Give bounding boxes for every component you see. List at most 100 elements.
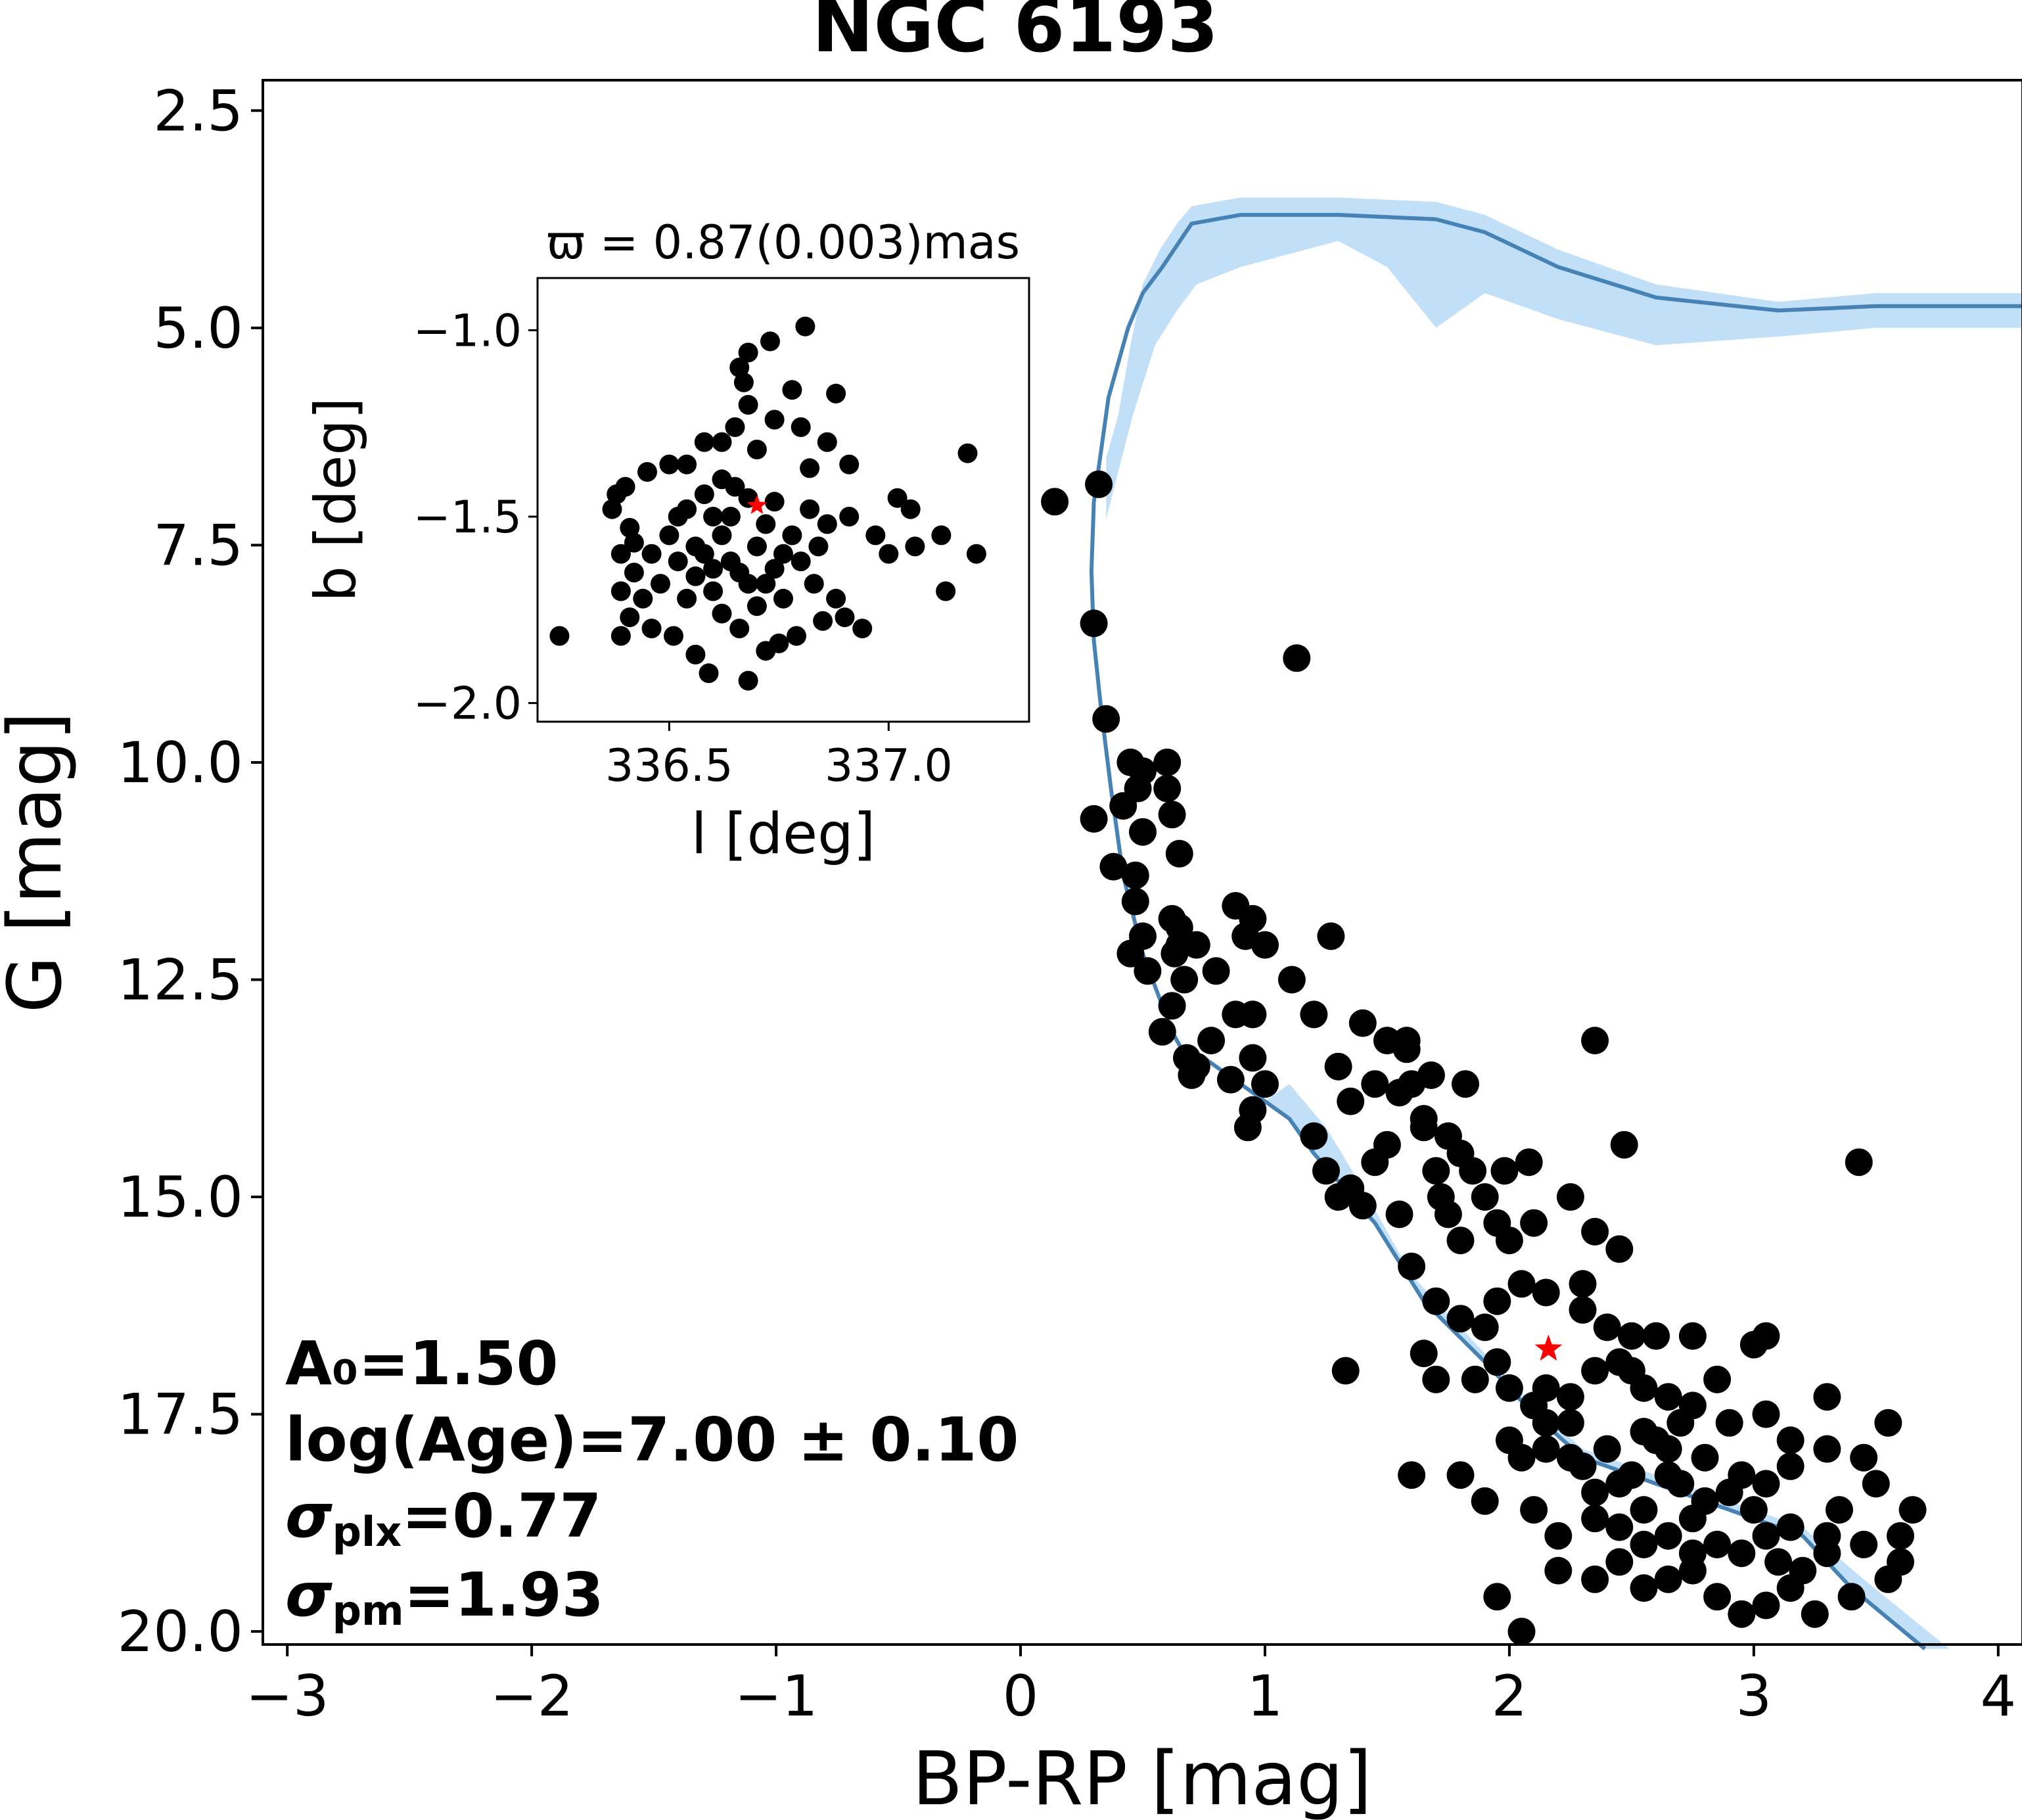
member-star-point bbox=[1277, 966, 1306, 994]
member-star-point bbox=[1507, 1618, 1536, 1646]
x-tick-label: 3 bbox=[1736, 1664, 1772, 1729]
member-star-point bbox=[1739, 1496, 1768, 1524]
member-star-point bbox=[1446, 1305, 1475, 1333]
sky-member-point bbox=[936, 581, 956, 601]
member-star-point bbox=[1752, 1522, 1780, 1550]
member-star-point bbox=[1158, 801, 1186, 829]
sigma-plx-subscript: plx bbox=[333, 1508, 402, 1556]
sky-member-point bbox=[703, 559, 724, 579]
inset-y-tick-label: −1.5 bbox=[413, 492, 522, 544]
member-star-point bbox=[1373, 1131, 1401, 1159]
sky-member-point bbox=[664, 626, 683, 646]
sky-member-point bbox=[712, 603, 732, 624]
sky-member-point bbox=[610, 544, 631, 564]
y-tick-label: 2.5 bbox=[153, 78, 243, 144]
sky-member-point bbox=[760, 331, 780, 352]
member-star-point bbox=[1239, 1044, 1267, 1072]
member-star-point bbox=[1605, 1513, 1634, 1541]
x-tick-label: 1 bbox=[1247, 1664, 1283, 1729]
member-star-point bbox=[1556, 1183, 1584, 1211]
member-star-point bbox=[1182, 931, 1210, 959]
member-star-point bbox=[1581, 1217, 1609, 1246]
chart-title: NGC 6193 bbox=[812, 0, 1219, 69]
sky-member-point bbox=[720, 507, 741, 526]
member-star-point bbox=[1422, 1157, 1450, 1185]
sky-member-point bbox=[677, 454, 697, 475]
sky-member-point bbox=[703, 507, 724, 526]
sky-member-point bbox=[769, 633, 789, 653]
y-tick-label: 15.0 bbox=[118, 1165, 243, 1230]
member-star-point bbox=[1887, 1548, 1914, 1576]
sky-member-point bbox=[685, 644, 706, 665]
member-star-point bbox=[1887, 1522, 1914, 1550]
inset-x-axis-label: l [deg] bbox=[691, 801, 875, 867]
sky-member-point bbox=[791, 417, 811, 437]
member-star-point bbox=[1324, 1052, 1352, 1081]
member-star-point bbox=[1422, 1287, 1450, 1315]
sky-member-point bbox=[694, 432, 714, 452]
member-star-point bbox=[1666, 1409, 1695, 1437]
member-star-point bbox=[1703, 1530, 1732, 1558]
member-star-point bbox=[1898, 1496, 1927, 1524]
member-star-point bbox=[1471, 1487, 1499, 1515]
member-star-point bbox=[1361, 1070, 1389, 1098]
member-star-point bbox=[1654, 1522, 1682, 1550]
inset-plot-area bbox=[549, 316, 986, 691]
member-star-point bbox=[1170, 966, 1199, 994]
sky-member-point bbox=[699, 663, 719, 684]
member-star-point bbox=[1121, 887, 1149, 916]
sky-member-point bbox=[725, 417, 745, 437]
member-star-point bbox=[1300, 1122, 1328, 1150]
member-star-point bbox=[1348, 1009, 1377, 1037]
member-star-point bbox=[1532, 1435, 1560, 1463]
main-axes-frame bbox=[262, 79, 2022, 1646]
sky-member-point bbox=[620, 518, 640, 538]
member-star-point bbox=[1691, 1443, 1719, 1472]
y-tick-label: 17.5 bbox=[118, 1382, 243, 1448]
sky-member-point bbox=[712, 525, 732, 546]
sky-member-point bbox=[668, 551, 688, 572]
member-star-point bbox=[1569, 1295, 1597, 1324]
member-star-point bbox=[1129, 818, 1157, 846]
member-star-point bbox=[1556, 1443, 1584, 1472]
sky-member-point bbox=[905, 536, 925, 557]
x-tick-label: −1 bbox=[735, 1664, 818, 1729]
member-star-point bbox=[1495, 1226, 1523, 1255]
sky-member-point bbox=[773, 544, 793, 564]
sigma-pm-subscript: pm bbox=[333, 1587, 404, 1635]
member-star-point bbox=[1593, 1435, 1621, 1463]
member-star-point bbox=[1593, 1313, 1621, 1342]
y-axis-label: G [mag] bbox=[0, 712, 78, 1014]
member-star-point bbox=[1850, 1443, 1878, 1472]
sky-member-point bbox=[879, 544, 899, 564]
member-star-point bbox=[1160, 939, 1189, 968]
member-star-point bbox=[1317, 922, 1345, 950]
member-star-point bbox=[1752, 1591, 1780, 1620]
sky-member-point bbox=[800, 458, 820, 478]
member-star-point bbox=[1520, 1496, 1548, 1524]
member-star-point bbox=[1446, 1226, 1475, 1255]
member-star-point bbox=[1483, 1287, 1511, 1315]
member-star-point bbox=[1520, 1209, 1548, 1237]
member-star-point bbox=[1703, 1365, 1732, 1393]
sky-member-point bbox=[607, 484, 627, 504]
y-tick-label: 12.5 bbox=[118, 948, 243, 1014]
member-star-point bbox=[1337, 1087, 1365, 1115]
member-star-point bbox=[1080, 609, 1108, 638]
sky-member-point bbox=[610, 626, 631, 646]
member-star-point bbox=[1178, 1061, 1206, 1089]
sigma-pm-symbol: σ bbox=[285, 1560, 333, 1630]
member-star-point bbox=[1556, 1383, 1584, 1411]
isochrone-uncertainty-band-upper bbox=[1106, 197, 2022, 519]
member-star-point bbox=[1283, 644, 1311, 672]
member-star-point bbox=[1202, 957, 1230, 985]
sky-member-point bbox=[957, 443, 978, 463]
y-tick-label: 10.0 bbox=[118, 730, 243, 796]
sky-member-point bbox=[729, 358, 750, 378]
sky-member-point bbox=[712, 432, 732, 452]
sky-member-point bbox=[712, 469, 732, 490]
sky-member-point bbox=[729, 618, 750, 639]
cluster-center-sky-marker bbox=[747, 495, 768, 514]
sky-member-point bbox=[756, 574, 776, 594]
